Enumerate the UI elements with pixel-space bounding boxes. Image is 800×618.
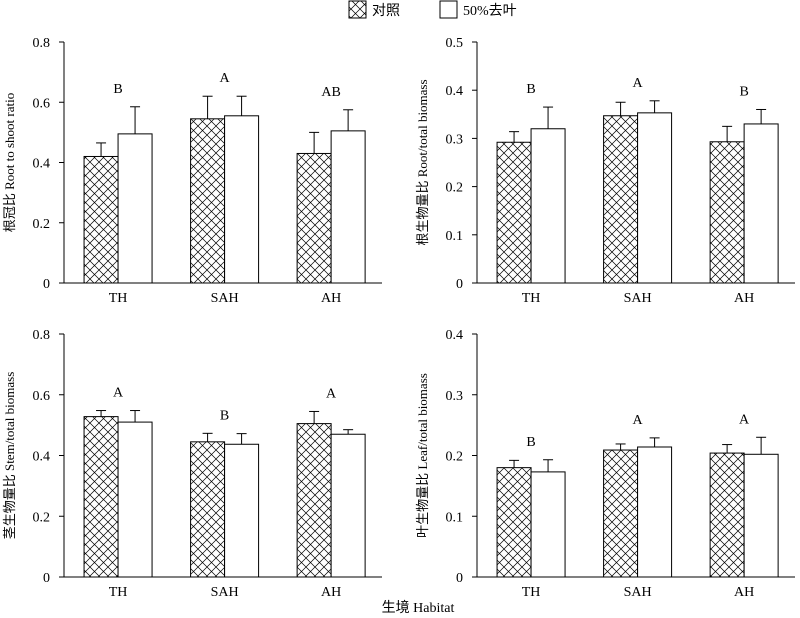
- bar-defoliation: [743, 123, 779, 284]
- bar-defoliation: [530, 128, 566, 284]
- significance-letter: A: [633, 76, 644, 91]
- bar-control: [603, 115, 639, 284]
- significance-letter: B: [113, 82, 122, 97]
- y-tick-label: 0.6: [33, 96, 51, 111]
- bar-defoliation: [330, 130, 366, 284]
- legend-swatch-control: [348, 0, 367, 19]
- x-tick-label: AH: [321, 291, 341, 306]
- bar-control: [296, 152, 332, 284]
- x-tick-label: SAH: [211, 585, 239, 600]
- bar-defoliation: [224, 443, 260, 578]
- panel-root-total-biomass: B TH A SAH B AH 0 0.1 0.2 0.3 0.4 0.5 根生物量比 Root/tot…: [415, 36, 795, 306]
- bar-control: [190, 118, 226, 284]
- legend-label-defoliation: 50%去叶: [463, 3, 517, 19]
- x-tick-label: AH: [321, 585, 341, 600]
- y-tick-label: 0: [43, 571, 50, 586]
- y-tick-label: 0: [456, 571, 463, 586]
- legend: 对照 50%去叶: [348, 0, 517, 19]
- significance-letter: A: [113, 386, 124, 401]
- x-axis-title: 生境 Habitat: [382, 600, 455, 616]
- bar-control: [709, 452, 745, 578]
- panel-stem-total-biomass: A TH B SAH A AH 0 0.2 0.4 0.6 0.8 茎生物量比 Stem/total …: [2, 328, 382, 600]
- significance-letter: A: [739, 412, 750, 427]
- y-tick-label: 0.3: [446, 132, 464, 147]
- bar-defoliation: [637, 112, 673, 284]
- y-tick-label: 0.6: [33, 389, 51, 404]
- y-tick-label: 0.4: [33, 157, 51, 172]
- x-tick-label: SAH: [211, 291, 239, 306]
- bar-control: [709, 141, 745, 284]
- significance-letter: B: [526, 82, 535, 97]
- x-tick-label: TH: [109, 291, 128, 306]
- y-tick-label: 0.1: [446, 229, 464, 244]
- bar-defoliation: [224, 115, 260, 284]
- y-axis-title: 根冠比 Root to shoot ratio: [2, 93, 17, 232]
- x-tick-label: SAH: [624, 291, 652, 306]
- bar-control: [83, 416, 119, 578]
- y-tick-label: 0.4: [446, 328, 464, 343]
- bar-defoliation: [637, 446, 673, 578]
- y-tick-label: 0.2: [33, 217, 51, 232]
- y-tick-label: 0.4: [33, 450, 51, 465]
- significance-letter: B: [526, 435, 535, 450]
- x-tick-label: AH: [734, 585, 754, 600]
- panel-root-shoot-ratio: B TH A SAH AB AH 0 0.2 0.4 0.6 0.8 根冠比 Root to shoo…: [2, 36, 382, 306]
- bar-control: [496, 141, 532, 284]
- y-tick-label: 0.2: [446, 450, 464, 465]
- y-axis-title: 根生物量比 Root/total biomass: [415, 79, 430, 245]
- x-tick-label: SAH: [624, 585, 652, 600]
- x-tick-label: TH: [522, 291, 541, 306]
- bar-control: [603, 449, 639, 578]
- bar-control: [496, 467, 532, 578]
- y-tick-label: 0.2: [33, 510, 51, 525]
- significance-letter: B: [739, 84, 748, 99]
- y-tick-label: 0: [43, 277, 50, 292]
- y-tick-label: 0.3: [446, 389, 464, 404]
- bar-control: [83, 155, 119, 284]
- legend-swatch-defoliation: [439, 0, 458, 19]
- y-tick-label: 0.8: [33, 36, 51, 51]
- bar-control: [190, 441, 226, 578]
- bar-defoliation: [530, 471, 566, 578]
- y-axis-title: 茎生物量比 Stem/total biomass: [2, 372, 17, 540]
- significance-letter: A: [633, 413, 644, 428]
- y-tick-label: 0.8: [33, 328, 51, 343]
- x-tick-label: TH: [522, 585, 541, 600]
- significance-letter: B: [220, 408, 229, 423]
- y-tick-label: 0.2: [446, 181, 464, 196]
- y-axis-title: 叶生物量比 Leaf/total biomass: [415, 373, 430, 538]
- significance-letter: A: [326, 386, 337, 401]
- bar-defoliation: [330, 433, 366, 578]
- y-tick-label: 0: [456, 277, 463, 292]
- y-tick-label: 0.1: [446, 510, 464, 525]
- y-tick-label: 0.5: [446, 36, 464, 51]
- bar-defoliation: [743, 453, 779, 578]
- x-tick-label: AH: [734, 291, 754, 306]
- x-tick-label: TH: [109, 585, 128, 600]
- bar-defoliation: [117, 133, 153, 284]
- legend-label-control: 对照: [372, 3, 400, 19]
- bar-defoliation: [117, 421, 153, 578]
- panel-leaf-total-biomass: B TH A SAH A AH 0 0.1 0.2 0.3 0.4 叶生物量比 Leaf/total …: [415, 328, 795, 600]
- significance-letter: A: [220, 71, 231, 86]
- y-tick-label: 0.4: [446, 84, 464, 99]
- bar-control: [296, 423, 332, 578]
- significance-letter: AB: [321, 85, 340, 100]
